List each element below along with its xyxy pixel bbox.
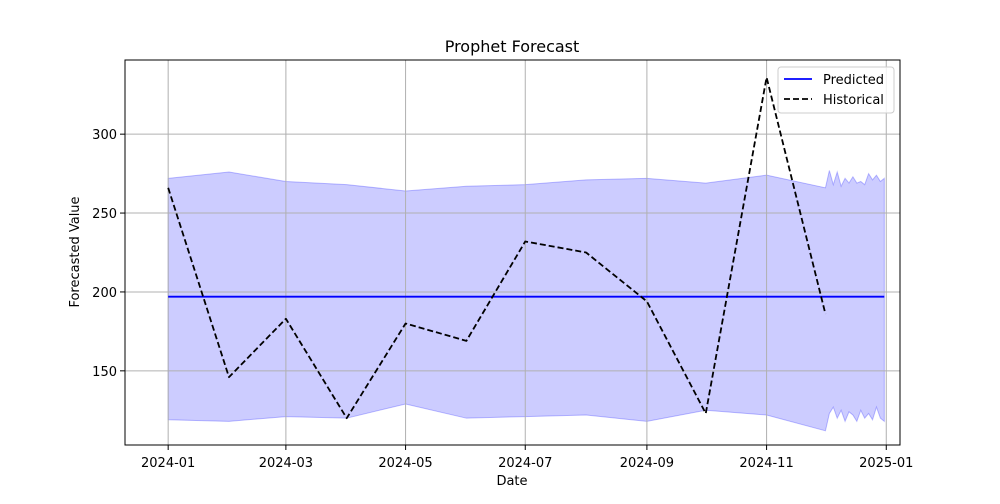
plot-frame <box>124 59 901 446</box>
x-tick-label: 2024-01 <box>141 456 195 471</box>
confidence-band <box>167 170 885 432</box>
x-axis-label: Date <box>496 474 527 489</box>
y-tick-label: 300 <box>92 128 117 143</box>
x-tick-label: 2024-11 <box>739 456 793 471</box>
x-tick-label: 2024-07 <box>498 456 552 471</box>
legend-label-predicted: Predicted <box>823 73 884 88</box>
y-axis-label: Forecasted Value <box>68 196 83 307</box>
tick-layer: 2024-01 2024-03 2024-05 2024-07 2024-09 2024-… <box>92 128 913 471</box>
x-tick-label: 2025-01 <box>859 456 913 471</box>
series-layer <box>167 76 885 420</box>
x-tick-label: 2024-03 <box>259 456 313 471</box>
legend-label-historical: Historical <box>823 93 884 108</box>
y-tick-label: 150 <box>92 365 117 380</box>
chart-title: Prophet Forecast <box>445 37 580 56</box>
x-tick-label: 2024-05 <box>378 456 432 471</box>
y-tick-label: 200 <box>92 286 117 301</box>
x-tick-label: 2024-09 <box>620 456 674 471</box>
legend: Predicted Historical <box>777 66 895 114</box>
grid-layer <box>125 60 900 445</box>
confidence-band-layer <box>167 170 885 432</box>
series-line-historical <box>167 76 827 420</box>
y-tick-label: 250 <box>92 207 117 222</box>
